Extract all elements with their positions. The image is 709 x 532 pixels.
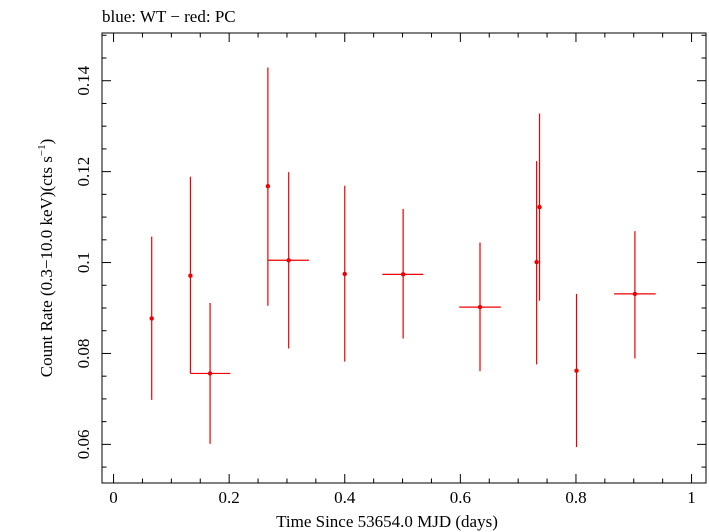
point-marker xyxy=(632,291,638,297)
x-axis-label: Time Since 53654.0 MJD (days) xyxy=(276,512,498,531)
axis-ticks xyxy=(102,33,706,483)
point-marker xyxy=(477,304,483,310)
point-marker xyxy=(286,258,291,263)
data-point xyxy=(149,236,154,400)
point-marker xyxy=(149,316,154,321)
plot-frame xyxy=(101,32,707,484)
x-tick-labels: 0 0.2 0.4 0.6 0.8 1 xyxy=(109,488,695,507)
y-tick-label: 0.1 xyxy=(74,252,93,273)
data-point xyxy=(614,231,656,359)
y-tick-label: 0.08 xyxy=(74,339,93,369)
y-axis-label-superscript: −1 xyxy=(36,144,48,156)
x-tick-label: 1 xyxy=(687,488,696,507)
point-marker xyxy=(265,183,271,189)
chart-title: blue: WT − red: PC xyxy=(102,7,236,26)
point-marker xyxy=(342,271,347,277)
point-marker xyxy=(188,273,193,278)
point-marker xyxy=(574,368,579,373)
y-axis-label-end: ) xyxy=(37,139,56,145)
y-axis-label: Count Rate (0.3−10.0 keV)(cts s−1) xyxy=(36,139,56,378)
data-point xyxy=(534,161,539,365)
data-point xyxy=(342,185,347,362)
point-marker xyxy=(537,204,542,210)
x-tick-label: 0.6 xyxy=(450,488,471,507)
data-point xyxy=(265,67,271,306)
y-tick-labels: 0.06 0.08 0.1 0.12 0.14 xyxy=(74,65,93,459)
point-marker xyxy=(400,272,406,277)
point-marker xyxy=(207,371,213,376)
y-tick-label: 0.06 xyxy=(74,429,93,459)
x-tick-label: 0.2 xyxy=(219,488,240,507)
data-point xyxy=(574,293,579,448)
data-point xyxy=(537,113,542,301)
x-tick-label: 0 xyxy=(109,488,118,507)
y-axis-label-main: Count Rate (0.3−10.0 keV)(cts s xyxy=(37,156,56,377)
y-tick-label: 0.12 xyxy=(74,157,93,187)
x-tick-label: 0.8 xyxy=(565,488,586,507)
data-points xyxy=(149,67,656,448)
data-point xyxy=(459,242,501,372)
data-point xyxy=(382,208,424,339)
data-point xyxy=(188,176,193,374)
data-point xyxy=(268,172,309,349)
x-tick-label: 0.4 xyxy=(334,488,356,507)
data-point xyxy=(190,303,231,444)
y-tick-label: 0.14 xyxy=(74,65,93,95)
point-marker xyxy=(534,259,539,265)
